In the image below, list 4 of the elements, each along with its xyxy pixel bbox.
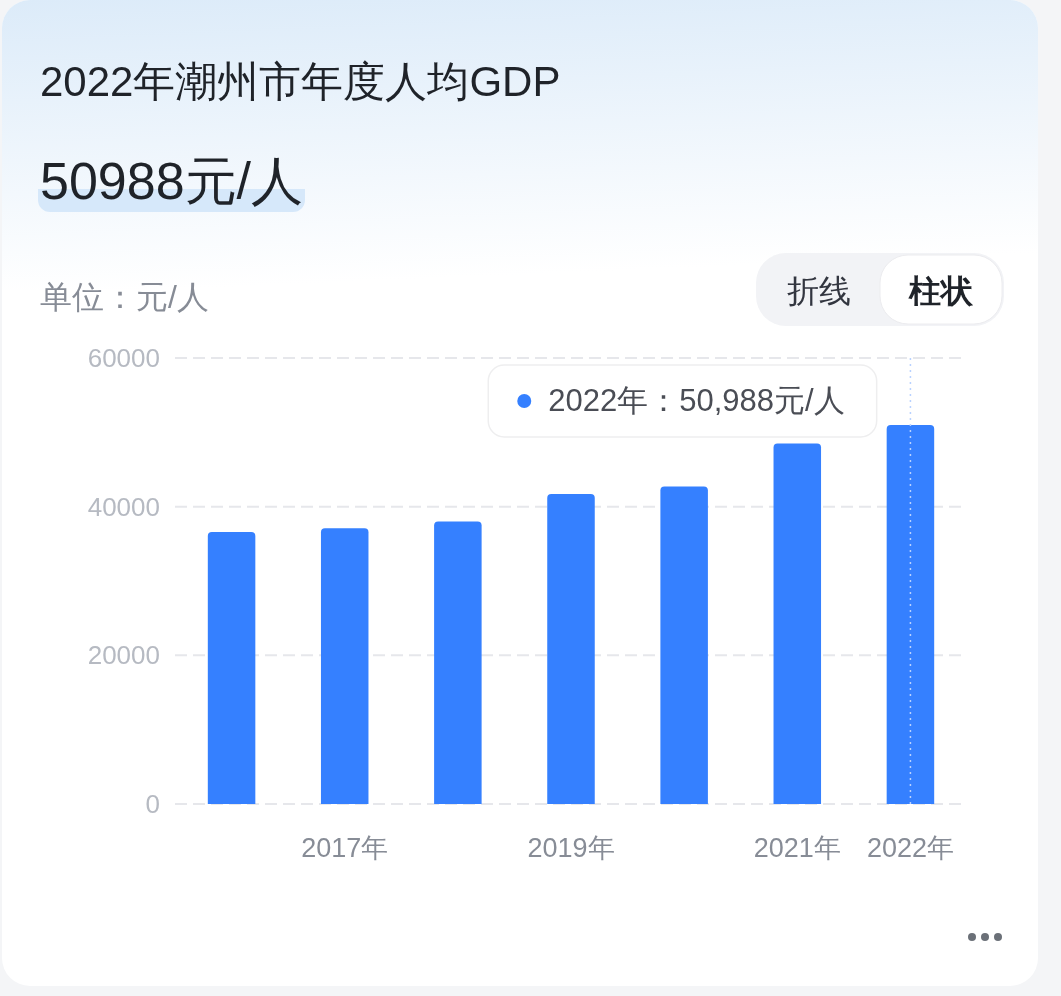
annotation: 2022年：50,988元/人 [548,383,845,419]
title: 2022年潮州市年度人均GDP [40,58,561,105]
ylabel: 单位：元/人 [40,279,209,315]
annotation: 2022年：50,988元/人 [487,364,878,438]
